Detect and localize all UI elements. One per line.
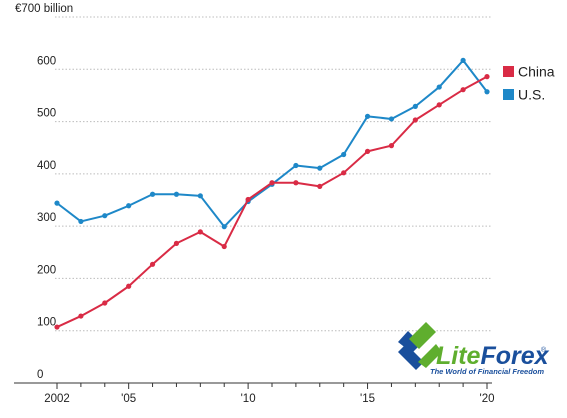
data-point-us-2015	[364, 113, 371, 119]
data-point-china-2005	[126, 283, 132, 289]
y-tick-label-0: 0	[37, 369, 43, 381]
x-tick-label-2020: '20	[480, 393, 495, 405]
y-axis-unit-label: €700 billion	[15, 3, 73, 15]
y-axis-tick-labels: 0 100 200 300 400 500 600 €700 billion	[15, 3, 73, 381]
data-point-us-2005	[126, 203, 132, 209]
data-point-us-2009	[221, 224, 227, 230]
x-tick-label-2015: '15	[360, 393, 375, 405]
legend-swatch-us	[503, 89, 514, 100]
watermark-tagline: The World of Financial Freedom	[430, 367, 544, 376]
data-point-china-2012	[293, 180, 299, 186]
data-point-china-2017	[412, 117, 418, 123]
y-tick-label-300: 300	[37, 212, 56, 224]
series-us	[54, 57, 490, 230]
data-point-china-2015	[364, 148, 371, 154]
data-point-us-2013	[317, 165, 323, 171]
series-layer	[54, 57, 490, 330]
watermark-brand-part1: Lite	[436, 342, 481, 370]
legend-label-us: U.S.	[518, 87, 545, 103]
data-point-china-2011	[269, 180, 275, 186]
y-tick-label-400: 400	[37, 160, 56, 172]
data-point-us-2017	[412, 103, 418, 110]
data-point-us-2002	[54, 200, 60, 206]
y-tick-label-200: 200	[37, 264, 56, 276]
data-point-china-2014	[341, 170, 347, 176]
data-point-us-2018	[436, 84, 442, 90]
series-line-china	[56, 75, 488, 329]
x-axis-tick-labels: 2002 '05 '10 '15 '20	[44, 393, 494, 405]
data-point-china-2004	[102, 300, 108, 306]
data-point-china-2008	[197, 229, 203, 235]
data-point-china-2007	[173, 240, 180, 246]
data-point-us-2004	[102, 213, 108, 219]
watermark-brand-part2: Forex	[480, 342, 549, 370]
series-line-us	[56, 59, 488, 228]
x-tick-label-2010: '10	[241, 393, 256, 405]
legend: China U.S.	[503, 64, 555, 103]
y-tick-label-500: 500	[37, 108, 56, 120]
data-point-china-2020	[484, 74, 490, 80]
data-point-us-2016	[388, 116, 395, 122]
x-tick-label-2002: 2002	[44, 393, 70, 405]
data-point-china-2003	[78, 313, 84, 319]
watermark-brand: LiteForex	[436, 342, 550, 370]
data-point-us-2020	[484, 89, 490, 95]
data-point-us-2019	[460, 57, 466, 63]
y-tick-label-100: 100	[37, 317, 56, 329]
data-point-us-2003	[78, 218, 84, 225]
liteforex-watermark: LiteForex ® The World of Financial Freed…	[398, 322, 550, 376]
data-point-china-2002	[54, 324, 60, 330]
data-point-us-2014	[341, 151, 347, 158]
data-point-us-2007	[173, 191, 180, 197]
x-tick-label-2005: '05	[121, 393, 136, 405]
watermark-registered-mark: ®	[541, 346, 547, 354]
grid-lines	[55, 16, 492, 332]
legend-swatch-china	[503, 66, 514, 77]
data-point-us-2008	[197, 193, 203, 199]
double-arrow-logo-icon	[398, 322, 442, 370]
data-point-china-2009	[221, 243, 227, 250]
data-point-china-2018	[436, 102, 442, 108]
series-china	[54, 74, 490, 330]
y-tick-label-600: 600	[37, 55, 56, 67]
data-point-china-2019	[460, 87, 466, 93]
data-point-china-2016	[388, 143, 395, 149]
data-point-us-2006	[149, 191, 156, 197]
data-point-china-2010	[245, 196, 251, 203]
data-point-china-2013	[317, 183, 323, 190]
legend-label-china: China	[518, 64, 555, 80]
data-point-china-2006	[149, 261, 156, 267]
data-point-us-2012	[293, 162, 299, 169]
x-axis	[14, 382, 492, 389]
